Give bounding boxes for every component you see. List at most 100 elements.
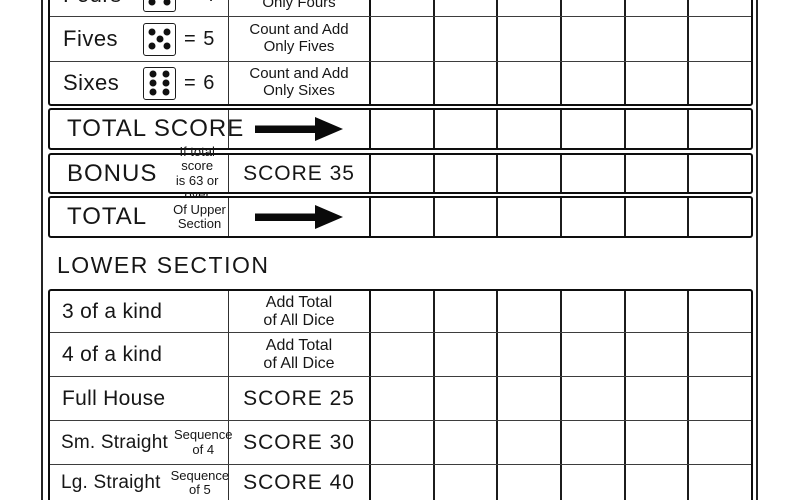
total-score-label-cell: TOTAL SCORE xyxy=(50,110,243,148)
die-pip xyxy=(156,35,163,43)
full-house-score-text: SCORE 25 xyxy=(243,386,355,410)
score-cell[interactable] xyxy=(562,333,626,376)
total-score-box: TOTAL SCORE xyxy=(48,108,753,150)
die-pip xyxy=(163,0,171,6)
score-cell[interactable] xyxy=(689,17,751,61)
score-cell[interactable] xyxy=(371,421,435,464)
score-cell[interactable] xyxy=(498,377,563,420)
sixes-desc-cell: Count and Add Only Sixes xyxy=(229,62,371,104)
score-cell[interactable] xyxy=(435,17,499,61)
score-cell[interactable] xyxy=(435,110,499,148)
score-cell[interactable] xyxy=(626,333,690,376)
score-cell[interactable] xyxy=(562,198,626,236)
three-kind-desc-cell: Add Total of All Dice xyxy=(229,291,371,332)
score-cell[interactable] xyxy=(498,421,563,464)
score-cell[interactable] xyxy=(689,62,751,104)
lg-straight-score-text: SCORE 40 xyxy=(243,471,355,494)
score-cell[interactable] xyxy=(689,198,751,236)
score-cell[interactable] xyxy=(371,155,435,192)
score-cell[interactable] xyxy=(498,110,563,148)
score-cell[interactable] xyxy=(435,333,499,376)
score-cell[interactable] xyxy=(562,17,626,61)
score-cell[interactable] xyxy=(689,155,751,192)
sixes-label-cell: Sixes = 6 xyxy=(50,62,229,104)
upper-total-note-line2: Section xyxy=(177,216,222,231)
score-cell[interactable] xyxy=(498,291,563,332)
four-kind-desc-line1: Add Total xyxy=(265,336,333,354)
score-cell[interactable] xyxy=(498,333,563,376)
score-cell[interactable] xyxy=(498,17,563,61)
three-kind-desc-line2: of All Dice xyxy=(263,311,335,329)
score-cell[interactable] xyxy=(562,155,626,192)
score-cell[interactable] xyxy=(435,291,499,332)
score-cell[interactable] xyxy=(626,198,690,236)
upper-total-box: TOTAL Of Upper Section xyxy=(48,196,753,238)
score-cell[interactable] xyxy=(689,465,751,500)
score-cell[interactable] xyxy=(371,110,435,148)
score-cell[interactable] xyxy=(371,333,435,376)
score-cell[interactable] xyxy=(562,377,626,420)
die-pip xyxy=(148,28,156,36)
score-cell[interactable] xyxy=(435,62,499,104)
upper-total-arrow-cell xyxy=(229,198,371,236)
bonus-score-text: SCORE 35 xyxy=(243,161,355,185)
score-cell[interactable] xyxy=(689,291,751,332)
score-cell[interactable] xyxy=(562,110,626,148)
score-cell[interactable] xyxy=(626,465,690,500)
sm-straight-note-line1: Sequence xyxy=(173,427,233,443)
score-cell[interactable] xyxy=(626,291,690,332)
score-cell[interactable] xyxy=(562,0,626,16)
score-cell[interactable] xyxy=(626,155,690,192)
score-cell[interactable] xyxy=(626,17,690,61)
sixes-label: Sixes xyxy=(63,70,120,95)
score-cell[interactable] xyxy=(371,465,435,500)
row-four-of-a-kind: 4 of a kind Add Total of All Dice xyxy=(50,332,751,376)
score-cell[interactable] xyxy=(562,465,626,500)
die-pip xyxy=(149,70,157,78)
upper-total-label: TOTAL xyxy=(67,203,148,230)
score-cell[interactable] xyxy=(435,0,499,16)
row-upper-total: TOTAL Of Upper Section xyxy=(50,198,751,236)
total-score-arrow-cell xyxy=(229,110,371,148)
score-cell[interactable] xyxy=(626,110,690,148)
score-cell[interactable] xyxy=(626,62,690,104)
die-pip xyxy=(162,70,170,78)
sm-straight-note-line2: of 4 xyxy=(192,441,215,457)
score-cell[interactable] xyxy=(498,62,563,104)
score-cell[interactable] xyxy=(626,421,690,464)
score-cell[interactable] xyxy=(562,421,626,464)
score-cell[interactable] xyxy=(435,155,499,192)
score-cell[interactable] xyxy=(371,291,435,332)
score-cell[interactable] xyxy=(498,0,563,16)
score-cell[interactable] xyxy=(435,465,499,500)
score-cell[interactable] xyxy=(371,377,435,420)
score-cell[interactable] xyxy=(562,291,626,332)
score-cell[interactable] xyxy=(689,333,751,376)
score-cell[interactable] xyxy=(562,62,626,104)
score-cell[interactable] xyxy=(689,377,751,420)
fives-desc-line2: Only Fives xyxy=(263,38,335,55)
score-cell[interactable] xyxy=(498,155,563,192)
score-cell[interactable] xyxy=(371,62,435,104)
score-cell[interactable] xyxy=(689,421,751,464)
score-cell[interactable] xyxy=(435,377,499,420)
score-cell[interactable] xyxy=(626,0,690,16)
score-cell[interactable] xyxy=(371,198,435,236)
score-cell[interactable] xyxy=(498,198,563,236)
fives-desc-line1: Count and Add xyxy=(249,21,349,39)
score-cell[interactable] xyxy=(498,465,563,500)
bonus-box: BONUS If total score is 63 or over SCORE… xyxy=(48,144,753,201)
total-score-label: TOTAL SCORE xyxy=(67,115,245,142)
score-cell[interactable] xyxy=(689,0,751,16)
score-cell[interactable] xyxy=(435,421,499,464)
four-kind-label-cell: 4 of a kind xyxy=(50,333,229,376)
score-cell[interactable] xyxy=(371,17,435,61)
score-cell[interactable] xyxy=(371,0,435,16)
three-kind-label: 3 of a kind xyxy=(62,299,163,323)
score-cell[interactable] xyxy=(626,377,690,420)
score-cell[interactable] xyxy=(689,110,751,148)
four-kind-desc-line2: of All Dice xyxy=(263,354,335,372)
fives-label: Fives xyxy=(63,26,119,51)
score-cell[interactable] xyxy=(435,198,499,236)
